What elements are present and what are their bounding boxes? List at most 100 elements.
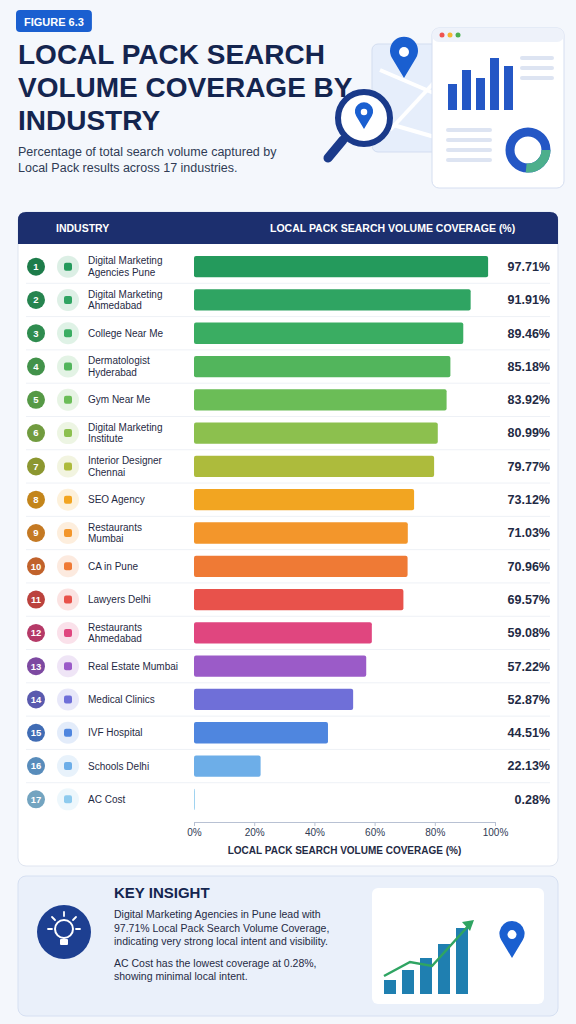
data-label: 57.22%: [508, 660, 550, 674]
pin-icon: [499, 921, 524, 958]
mini-arrow: [462, 920, 474, 931]
magnifier-handle: [328, 140, 343, 158]
bulb-ray: [76, 928, 80, 930]
bar: [194, 689, 353, 710]
row: 15IVF Hospital: [27, 722, 142, 744]
category-label-line: Medical Clinics: [88, 694, 155, 705]
subtitle-line: Percentage of total search volume captur…: [18, 145, 277, 159]
rank-badge: [27, 724, 45, 742]
insight-panel: [18, 876, 558, 1016]
row-icon: [64, 762, 72, 770]
row: 11Lawyers Delhi: [27, 589, 151, 611]
x-axis-line: [195, 822, 496, 823]
page: FIGURE 6.3LOCAL PACK SEARCHVOLUME COVERA…: [0, 0, 576, 1024]
category-label-line: IVF Hospital: [88, 727, 142, 738]
row-icon: [64, 562, 72, 570]
rank-badge: [27, 757, 45, 775]
row-icon-bg: [57, 589, 79, 611]
rank-label: 6: [33, 427, 38, 438]
insight-box: KEY INSIGHTDigital Marketing Agencies in…: [18, 876, 558, 1016]
deco-line: [520, 66, 554, 70]
row-icon: [64, 629, 72, 637]
category-label: Interior DesignerChennai: [88, 455, 163, 478]
tick-mark: [435, 822, 436, 826]
bulb-ray: [48, 928, 52, 930]
window-dot: [448, 33, 453, 38]
row-separator: [26, 416, 550, 417]
row: 6Digital MarketingInstitute: [27, 422, 162, 445]
rank-label: 9: [33, 527, 38, 538]
bar: [194, 489, 414, 510]
rank-label: 13: [31, 661, 42, 672]
row: 4DermatologistHyderabad: [27, 355, 150, 378]
rank-badge: [27, 790, 45, 808]
rank-badge: [27, 324, 45, 342]
row-icon-bg: [57, 389, 79, 411]
deco-bar: [504, 66, 513, 110]
category-label-line: Lawyers Delhi: [88, 594, 151, 605]
tick-mark: [194, 822, 195, 826]
bar: [194, 656, 366, 677]
category-label: IVF Hospital: [88, 727, 142, 738]
row-icon: [64, 396, 72, 404]
rank-label: 3: [33, 328, 38, 339]
row-icon: [64, 496, 72, 504]
row-separator: [26, 582, 550, 583]
row-icon-bg: [57, 755, 79, 777]
row-icon-bg: [57, 489, 79, 511]
deco-line: [446, 148, 492, 152]
category-label-line: Restaurants: [88, 622, 142, 633]
title-line: LOCAL PACK SEARCH: [18, 39, 325, 70]
deco-bar: [490, 58, 499, 110]
bulb-ray: [52, 917, 55, 920]
category-label: Digital MarketingAhmedabad: [88, 289, 162, 312]
row-separator: [26, 316, 550, 317]
row-separator: [26, 516, 550, 517]
row: 12RestaurantsAhmedabad: [27, 622, 142, 645]
deco-line: [520, 56, 554, 60]
category-label: DermatologistHyderabad: [88, 355, 150, 378]
subtitle: Percentage of total search volume captur…: [18, 145, 277, 175]
row: 8SEO Agency: [27, 489, 145, 511]
bulb-ray: [63, 912, 65, 916]
category-label-line: CA in Pune: [88, 561, 138, 572]
row-separator: [26, 283, 550, 284]
rank-badge: [27, 291, 45, 309]
category-label: Medical Clinics: [88, 694, 155, 705]
tick-mark: [314, 822, 315, 826]
row-icon-bg: [57, 655, 79, 677]
tick: 100%: [483, 822, 509, 838]
window-panel: [432, 28, 564, 188]
row: 2 Digital MarketingAhmedabad: [27, 289, 162, 312]
table-header-band: [18, 212, 558, 244]
rank-label: 5: [33, 394, 39, 405]
row-icon: [64, 795, 72, 803]
rank-label: 7: [33, 461, 38, 472]
title: LOCAL PACK SEARCHVOLUME COVERAGE BYINDUS…: [18, 39, 353, 136]
tick-label: 80%: [425, 827, 445, 838]
category-label-line: Schools Delhi: [88, 761, 149, 772]
category-label-line: Real Estate Mumbai: [88, 661, 178, 672]
row: 17AC Cost: [27, 788, 125, 810]
row-icon-bg: [57, 322, 79, 344]
rank-badge: [27, 258, 45, 276]
insight-text-line: Digital Marketing Agencies in Pune lead …: [114, 908, 321, 920]
insight-text: AC Cost has the lowest coverage at 0.28%…: [114, 957, 317, 983]
bulb-ray: [73, 917, 76, 920]
row: 13 Real Estate Mumbai: [27, 655, 178, 677]
data-labels: 97.71%91.91%89.46%85.18%83.92%80.99%79.7…: [508, 260, 550, 807]
bar: [194, 323, 463, 344]
illustration: [328, 28, 564, 188]
insight-text-line: 97.71% Local Pack Search Volume Coverage…: [114, 922, 329, 934]
data-label: 70.96%: [508, 560, 550, 574]
tick-label: 60%: [365, 827, 385, 838]
row: 3College Near Me: [27, 322, 163, 344]
rank-label: 2: [33, 294, 38, 305]
x-axis: 0%20%40%60%80%100%: [187, 822, 508, 838]
category-label-line: Dermatologist: [88, 355, 150, 366]
row-icon-bg: [57, 256, 79, 278]
title-line: VOLUME COVERAGE BY: [18, 72, 353, 103]
rank-label: 12: [31, 627, 42, 638]
tick: 0%: [187, 822, 202, 838]
tick-mark: [375, 822, 376, 826]
